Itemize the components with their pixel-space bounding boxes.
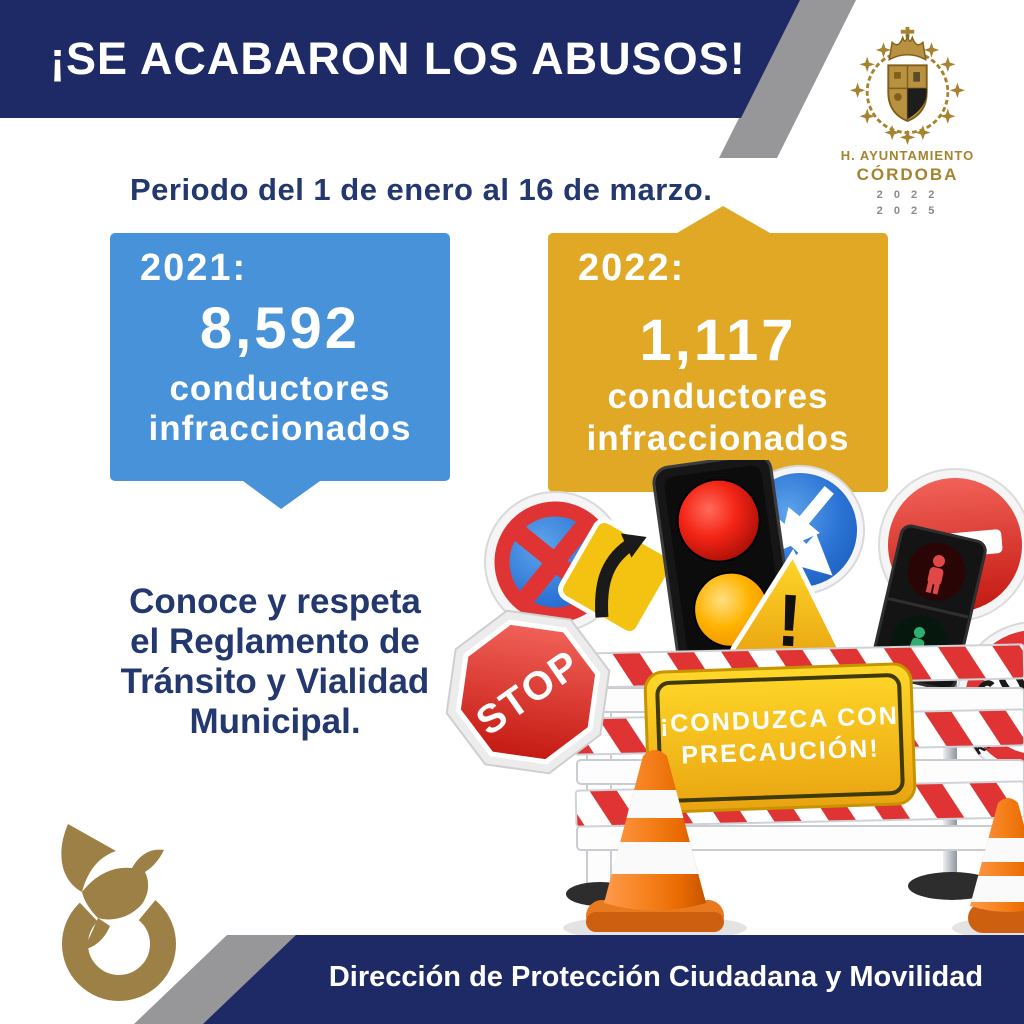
stop-sign-icon: STOP (445, 609, 611, 775)
stat-year-2022: 2022: (578, 247, 686, 289)
stat-value-2022: 1,117 (639, 308, 797, 373)
dove-logo-icon (61, 824, 176, 1001)
period-text: Periodo del 1 de enero al 16 de marzo. (130, 172, 713, 207)
stat-bubble-2021: 2021: 8,592 conductores infraccionados (110, 233, 450, 509)
poster-title: ¡SE ACABARON LOS ABUSOS! (50, 33, 746, 84)
message-line4: Municipal. (189, 702, 361, 741)
message-line3: Tránsito y Vialidad (120, 662, 430, 701)
curve-sign-icon (558, 518, 676, 636)
city-crest-icon (849, 26, 966, 145)
bubble-pointer-2021 (243, 481, 320, 509)
caution-sign: ¡CONDUZCA CON PRECAUCIÓN! (643, 662, 917, 814)
footer-text: Dirección de Protección Ciudadana y Movi… (328, 961, 984, 993)
stat-bubble-2022: 2022: 1,117 conductores infraccionados (548, 206, 888, 492)
message-line1: Conoce y respeta (129, 582, 421, 621)
stat-unit2-2021: infraccionados (148, 409, 412, 448)
stat-year-2021: 2021: (140, 247, 248, 289)
traffic-illustration: 60 km/h ! (445, 460, 1024, 941)
stat-unit2-2022: infraccionados (586, 419, 850, 458)
crest-crown (888, 26, 927, 61)
crest-year-end: 2 0 2 5 (876, 205, 939, 217)
bubble-pointer-2022 (677, 206, 770, 233)
message-text: Conoce y respeta el Reglamento de Tránsi… (78, 582, 472, 742)
top-banner (0, 0, 800, 118)
crest-city-label: CÓRDOBA (856, 165, 959, 184)
crest-year-start: 2 0 2 2 (876, 189, 939, 201)
stat-unit1-2021: conductores (169, 369, 391, 408)
crest-shield (887, 64, 928, 123)
message-line2: el Reglamento de (130, 622, 420, 661)
stat-value-2021: 8,592 (199, 296, 361, 361)
bottom-banner (203, 935, 1024, 1024)
traffic-cone-right-icon (968, 798, 1024, 933)
stat-unit1-2022: conductores (607, 377, 829, 416)
crest-org-label: H. AYUNTAMIENTO (840, 148, 975, 163)
